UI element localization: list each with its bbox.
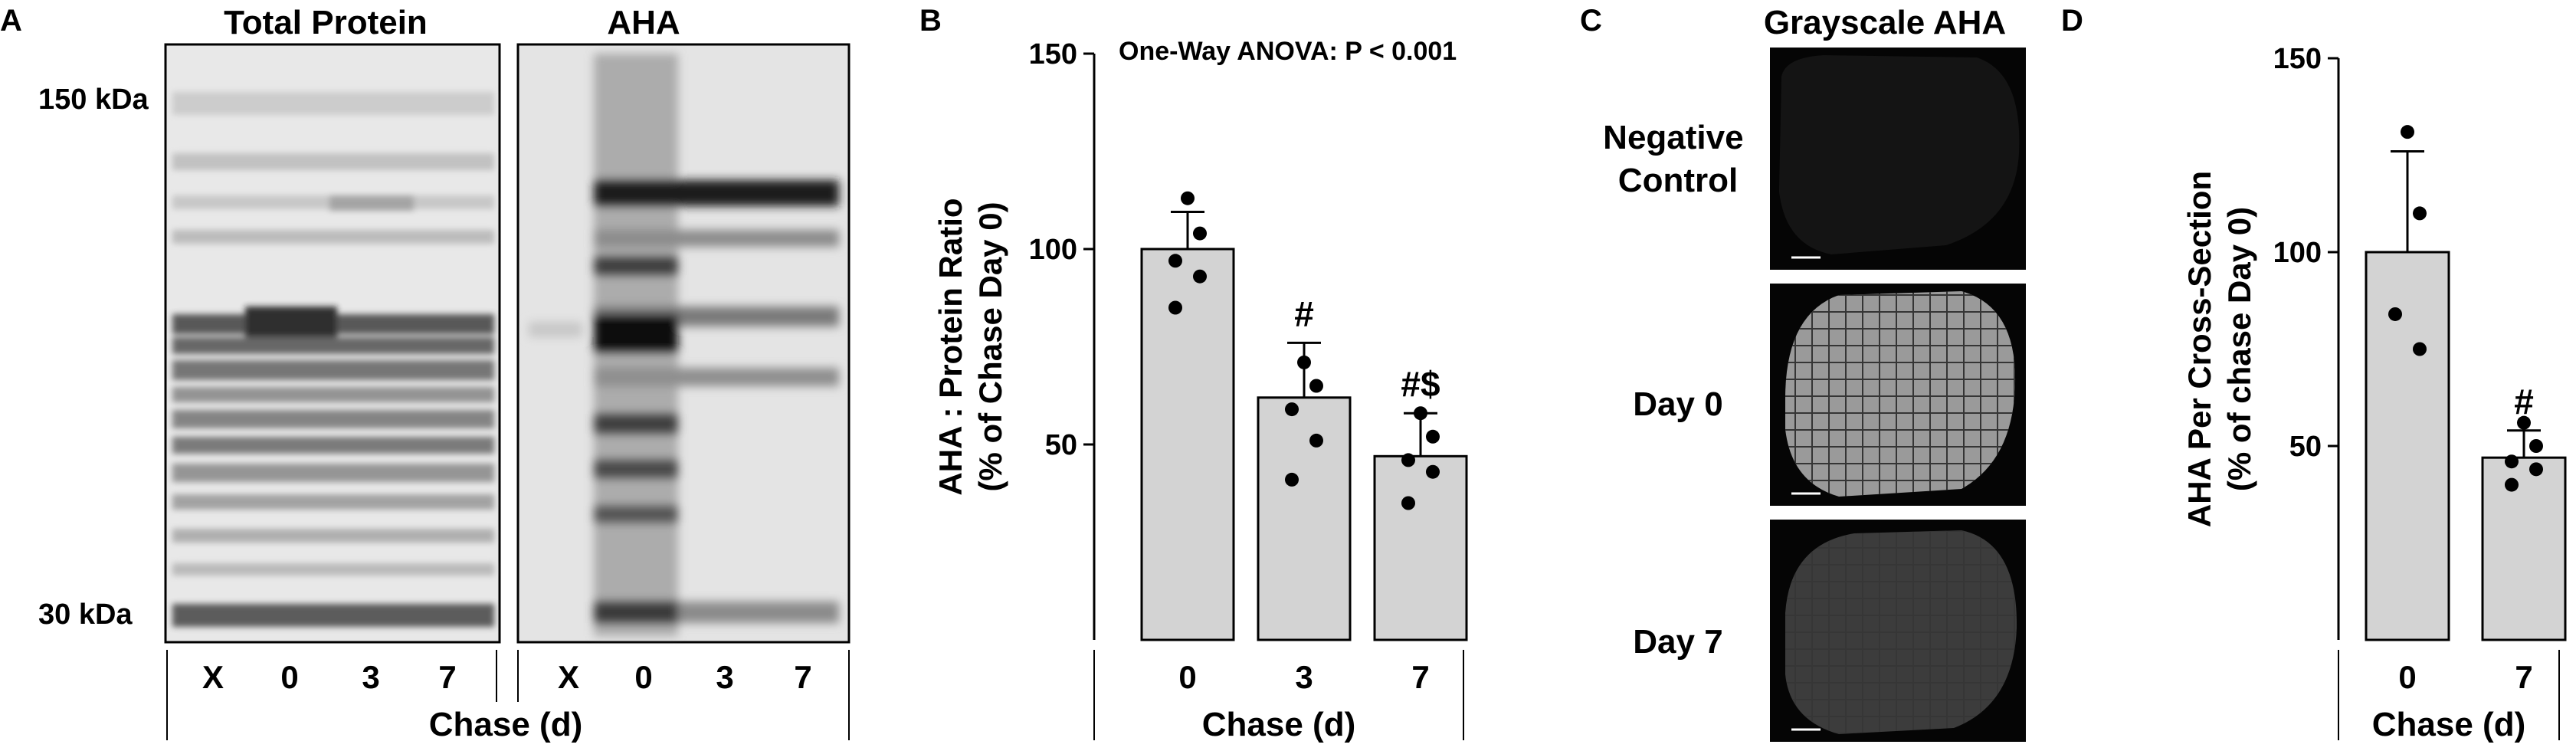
lane-label: X: [202, 659, 224, 695]
data-point: [1285, 472, 1299, 487]
lane-label: 3: [716, 659, 733, 695]
data-point: [1285, 402, 1299, 417]
panel-d-letter: D: [2061, 4, 2083, 38]
data-point: [2413, 206, 2427, 221]
lane-label: 0: [280, 659, 298, 695]
data-point: [2517, 415, 2531, 430]
lane-label: 3: [362, 659, 379, 695]
panel-c: C Grayscale AHA Negative Control Day 0 D…: [1580, 4, 2026, 742]
data-point: [1193, 226, 1207, 241]
marker-30kda: 30 kDa: [38, 599, 133, 631]
data-point: [1401, 453, 1415, 467]
data-point: [2413, 342, 2427, 356]
x-tick-label: 7: [1411, 659, 1429, 695]
data-point: [1193, 269, 1207, 284]
lane-label: 0: [634, 659, 652, 695]
tissue-image-negative-control: [1770, 48, 2026, 270]
x-tick-label: 0: [2398, 659, 2416, 695]
bar: [1140, 248, 1235, 641]
data-point: [1426, 429, 1440, 444]
x-axis-label: Chase (d): [2372, 706, 2525, 743]
aha-blot: [516, 43, 850, 644]
chart-d: 50 100 150 AHA Per Cross-Section (% of chase…: [2181, 43, 2567, 743]
x-tick-label: 0: [1178, 659, 1196, 695]
tissue-image-day-7: [1770, 520, 2026, 742]
chart-b: 50 100 150 AHA : Protein Ratio (% of Chase D…: [932, 38, 1468, 743]
row-label-negative-control: Negative Control: [1603, 119, 1753, 199]
data-point: [1181, 191, 1195, 205]
lane-label: 7: [438, 659, 456, 695]
panel-a: A Total Protein AHA 150 kDa 30 kDa: [0, 4, 850, 743]
data-point: [2505, 477, 2519, 492]
panel-c-title: Grayscale AHA: [1764, 4, 2006, 41]
bar: [1257, 396, 1352, 641]
data-point: [1309, 433, 1323, 448]
data-point: [1401, 496, 1415, 510]
data-point: [1168, 300, 1182, 315]
y-tick-label: 100: [2273, 237, 2322, 269]
data-point: [2529, 462, 2543, 477]
bar: [2365, 251, 2450, 641]
panel-c-letter: C: [1580, 4, 1602, 38]
data-point: [2505, 454, 2519, 469]
data-point: [1297, 355, 1311, 369]
significance-marker: #: [1294, 294, 1314, 333]
data-point: [2401, 125, 2414, 139]
y-tick-label: 150: [2273, 43, 2322, 75]
y-axis-label: AHA : Protein Ratio (% of Chase Day 0): [932, 198, 1008, 495]
marker-150kda: 150 kDa: [38, 84, 149, 116]
total-protein-title: Total Protein: [224, 4, 428, 41]
x-axis-label: Chase (d): [1202, 706, 1355, 743]
y-tick-label: 150: [1029, 38, 1077, 71]
data-point: [1168, 254, 1182, 268]
lane-label: 7: [794, 659, 811, 695]
significance-marker: #: [2514, 382, 2534, 421]
bar: [1373, 454, 1468, 641]
tissue-image-day-0: [1770, 284, 2026, 506]
data-point: [1426, 464, 1440, 479]
y-tick-label: 50: [2289, 431, 2322, 463]
panel-a-letter: A: [0, 4, 22, 38]
lane-label: X: [558, 659, 579, 695]
aha-blot-title: AHA: [607, 4, 680, 41]
data-point: [1309, 379, 1323, 393]
x-tick-label: 7: [2515, 659, 2532, 695]
panel-a-xlabel: Chase (d): [429, 706, 582, 743]
y-axis-label: AHA Per Cross-Section (% of chase Day 0): [2181, 171, 2257, 527]
row-label-day-0: Day 0: [1633, 385, 1722, 423]
significance-marker: #$: [1401, 364, 1440, 404]
lane-separators: [166, 650, 850, 740]
y-tick-label: 100: [1029, 234, 1077, 266]
anova-annotation: One-Way ANOVA: P < 0.001: [1119, 37, 1457, 66]
lane-labels: X 0 3 7 X 0 3 7: [202, 659, 812, 695]
total-protein-blot: [164, 43, 501, 644]
data-point: [1414, 406, 1427, 421]
panel-b: B One-Way ANOVA: P < 0.001 50 100 150 AHA :…: [919, 4, 1468, 743]
data-point: [2388, 307, 2402, 321]
y-tick-label: 50: [1045, 429, 1077, 461]
panel-b-letter: B: [919, 4, 942, 38]
bar: [2481, 456, 2567, 641]
x-tick-label: 3: [1295, 659, 1313, 695]
panel-d: D 50 100 150 AHA Per Cross-Section (% of cha…: [2061, 4, 2567, 743]
data-point: [2529, 439, 2543, 453]
row-label-day-7: Day 7: [1633, 623, 1722, 661]
